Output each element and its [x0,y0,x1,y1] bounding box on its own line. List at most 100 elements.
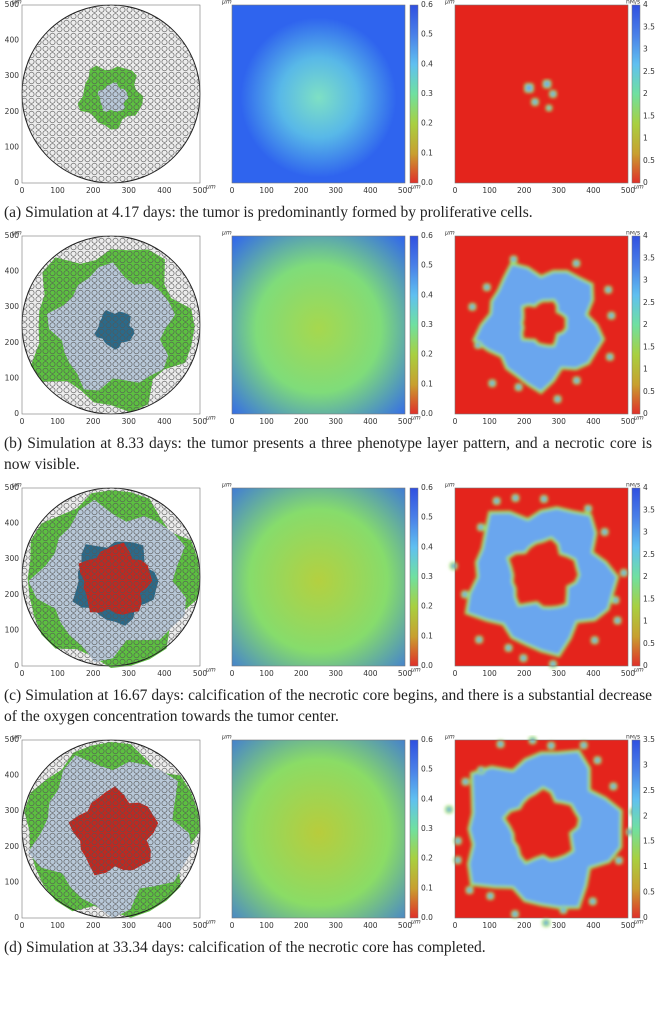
oxygen-map [232,488,405,666]
y-unit: μm [444,483,455,489]
vegf-spot [475,635,484,644]
x-tick-label: 300 [122,921,137,930]
y-unit: μm [444,231,455,237]
x-tick-label: 500 [398,186,413,195]
y-tick-label: 300 [5,554,20,563]
y-unit: μm [221,735,232,741]
y-tick-label: 200 [5,590,20,599]
x-unit: μm [205,919,216,926]
x-tick-label: 300 [552,186,567,195]
vegf-spot [486,892,495,901]
x-tick-label: 200 [86,417,101,426]
x-unit: μm [633,415,644,422]
colorbar-label: 0.0 [421,409,433,418]
x-tick-label: 300 [552,921,567,930]
x-tick-label: 100 [259,921,274,930]
vegf-spot [510,910,519,919]
colorbar-label: 2 [643,811,648,820]
x-tick-label: 0 [230,186,235,195]
vegf-spot [542,79,552,89]
x-tick-label: 300 [329,186,344,195]
oxygen-frame [231,739,406,919]
y-tick-label: 0 [14,661,19,670]
x-tick-label: 200 [86,669,101,678]
colorbar-label: 0.1 [421,631,433,640]
vegf-spot [572,376,581,385]
x-tick-label: 300 [552,417,567,426]
colorbar-label: 3.5 [643,505,655,514]
vegf-spot [496,740,505,749]
x-tick-label: 400 [157,921,172,930]
y-unit: μm [221,231,232,237]
x-tick-label: 300 [122,417,137,426]
y-unit: μm [221,483,232,489]
y-tick-label: 500 [5,231,20,240]
vegf-frame [454,739,629,919]
vegf-spot [579,741,588,750]
vegf-spot [488,379,497,388]
colorbar-label: 0.5 [643,387,655,396]
vegf-spot [607,311,616,320]
x-tick-label: 400 [363,921,378,930]
y-tick-label: 0 [14,913,19,922]
vegf-ring [471,261,606,395]
colorbar-label: 0.6 [421,735,433,744]
vegf-spot [476,523,485,532]
x-tick-label: 500 [398,669,413,678]
y-tick-label: 400 [5,519,20,528]
y-tick-label: 300 [5,71,20,80]
colorbar-label: 3.5 [643,22,655,31]
colorbar-label: 2.5 [643,550,655,559]
vegf-spot [492,496,501,505]
x-tick-label: 400 [157,417,172,426]
vegf-blobs [524,79,557,112]
colorbar-label: 2 [643,572,648,581]
colorbar-label: 0.5 [421,765,433,774]
colorbar-label: 1 [643,365,648,374]
x-tick-label: 500 [621,921,636,930]
colorbar-label: 0.3 [421,824,433,833]
colorbar-label: 0.5 [421,513,433,522]
colorbar-label: 0.5 [643,639,655,648]
colorbar-label: 0 [643,409,648,418]
colorbar-label: 2.5 [643,298,655,307]
y-tick-label: 500 [5,0,20,9]
y-tick-label: 0 [14,409,19,418]
x-tick-label: 200 [517,669,532,678]
oxygen-map [232,5,405,183]
colorbar-label: 0.6 [421,483,433,492]
x-tick-label: 300 [329,921,344,930]
vegf-spot [611,596,620,605]
figure-row: 0 100 200 300 400 500 μm μm 0 100 200 300 400 500 0 100… [0,0,656,223]
colorbar [409,4,419,184]
caption: (b) Simulation at 8.33 days: the tumor p… [4,435,652,473]
colorbar-label: 2.5 [643,786,655,795]
colorbar-label: 0.3 [421,572,433,581]
x-tick-label: 300 [122,669,137,678]
x-tick-label: 500 [193,669,208,678]
vegf-unit: nM/s [626,735,640,741]
colorbar-label: 1 [643,134,648,143]
y-tick-label: 500 [5,735,20,744]
x-tick-label: 200 [86,186,101,195]
x-tick-label: 200 [517,417,532,426]
cell-texture [22,488,200,666]
vegf-spot [528,736,537,745]
vegf-spot [588,897,597,906]
x-unit: μm [410,415,421,422]
x-tick-label: 100 [50,669,65,678]
vegf-blobs [449,494,628,669]
colorbar-label: 0.1 [421,379,433,388]
y-tick-label: 0 [14,178,19,187]
vegf-spot [511,494,520,503]
figure-row: 0 100 200 300 400 500 μm μm 0 100 200 300 400 500 0 100… [0,231,656,475]
y-tick-label: 300 [5,302,20,311]
x-tick-label: 0 [20,669,25,678]
x-tick-label: 200 [294,417,309,426]
vegf-spot [519,654,528,663]
y-unit: μm [11,0,22,6]
vegf-spot [482,283,491,292]
colorbar-label: 0.5 [421,30,433,39]
x-tick-label: 100 [259,186,274,195]
